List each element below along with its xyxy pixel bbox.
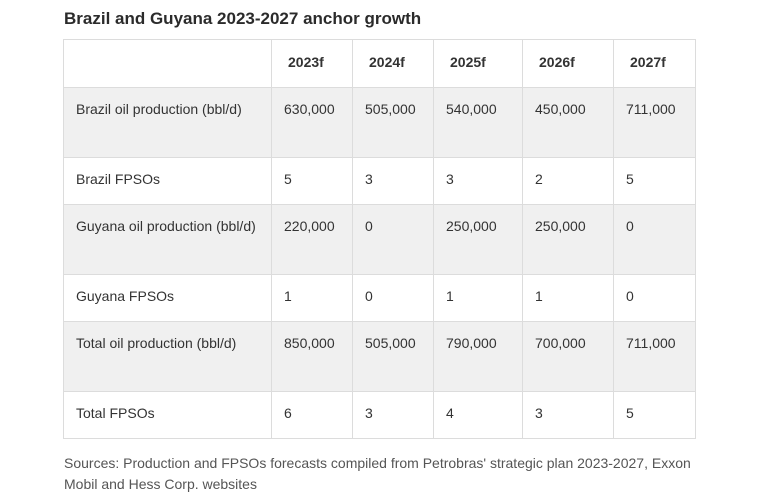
row-label: Brazil oil production (bbl/d) (63, 87, 272, 158)
table-cell: 220,000 (271, 204, 353, 275)
table-cell: 450,000 (522, 87, 614, 158)
table-cell: 3 (352, 157, 434, 205)
table-row: Guyana FPSOs 1 0 1 1 0 (63, 274, 696, 322)
table-cell: 5 (613, 157, 696, 205)
table-row: Brazil oil production (bbl/d) 630,000 50… (63, 87, 696, 158)
table-cell: 6 (271, 391, 353, 439)
table-cell: 0 (613, 204, 696, 275)
sources-note: Sources: Production and FPSOs forecasts … (64, 455, 691, 492)
table-title: Brazil and Guyana 2023-2027 anchor growt… (64, 9, 422, 28)
row-label-text: Guyana FPSOs (76, 288, 175, 304)
table-cell: 540,000 (433, 87, 523, 158)
table-cell: 2 (522, 157, 614, 205)
table-cell: 0 (352, 204, 434, 275)
row-label-text: Total FPSOs (76, 405, 155, 421)
header-cell-2027f: 2027f (613, 39, 696, 88)
table-cell: 711,000 (613, 87, 696, 158)
header-cell-2025f: 2025f (433, 39, 523, 88)
row-label: Brazil FPSOs (63, 157, 272, 205)
row-label-text: Brazil FPSOs (76, 171, 161, 187)
table-cell: 700,000 (522, 321, 614, 392)
table-cell: 630,000 (271, 87, 353, 158)
row-label-text: Brazil oil production (bbl/d) (76, 101, 242, 117)
row-label-text: Guyana oil production (bbl/d) (76, 218, 256, 234)
header-cell-empty (63, 39, 272, 88)
table-row: Total FPSOs 6 3 4 3 5 (63, 391, 696, 439)
row-label: Total oil production (bbl/d) (63, 321, 272, 392)
row-label-text: Total oil production (bbl/d) (76, 335, 237, 351)
anchor-growth-table: 2023f 2024f 2025f 2026f 2027f Brazil oil… (63, 39, 696, 439)
table-cell: 3 (352, 391, 434, 439)
table-cell: 0 (613, 274, 696, 322)
table-cell: 3 (522, 391, 614, 439)
table-cell: 4 (433, 391, 523, 439)
table-cell: 790,000 (433, 321, 523, 392)
table-cell: 850,000 (271, 321, 353, 392)
table-cell: 3 (433, 157, 523, 205)
table-row: Brazil FPSOs 5 3 3 2 5 (63, 157, 696, 205)
table-cell: 1 (433, 274, 523, 322)
table-cell: 250,000 (433, 204, 523, 275)
table-cell: 1 (522, 274, 614, 322)
header-row: 2023f 2024f 2025f 2026f 2027f (63, 39, 696, 88)
table-cell: 1 (271, 274, 353, 322)
header-cell-2026f: 2026f (522, 39, 614, 88)
table-cell: 711,000 (613, 321, 696, 392)
table-cell: 5 (271, 157, 353, 205)
table-cell: 250,000 (522, 204, 614, 275)
header-cell-2024f: 2024f (352, 39, 434, 88)
table-cell: 0 (352, 274, 434, 322)
row-label: Guyana oil production (bbl/d) (63, 204, 272, 275)
row-label: Guyana FPSOs (63, 274, 272, 322)
table-cell: 505,000 (352, 87, 434, 158)
table-cell: 505,000 (352, 321, 434, 392)
row-label: Total FPSOs (63, 391, 272, 439)
header-cell-2023f: 2023f (271, 39, 353, 88)
table-cell: 5 (613, 391, 696, 439)
table-row: Guyana oil production (bbl/d) 220,000 0 … (63, 204, 696, 275)
table-row: Total oil production (bbl/d) 850,000 505… (63, 321, 696, 392)
